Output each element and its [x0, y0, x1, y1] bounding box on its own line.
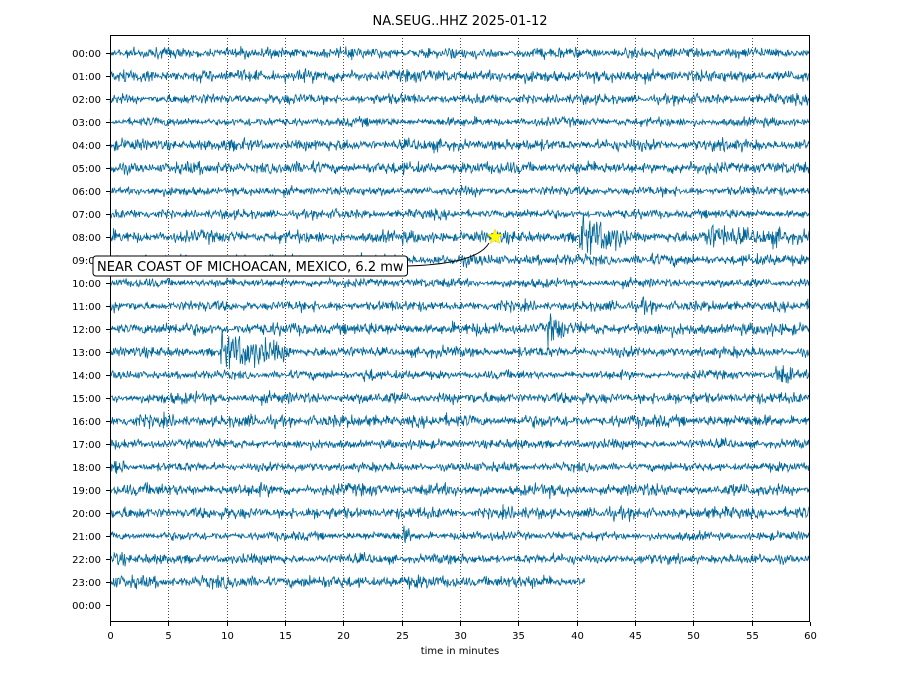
- plot-frame: [110, 35, 810, 622]
- y-tick-label: 13:00: [72, 348, 101, 359]
- trace-row: [109, 504, 810, 522]
- trace-row: [109, 68, 810, 85]
- y-tick-label: 09:00: [72, 256, 101, 267]
- y-axis-ticks: 00:00 01:00 02:00 03:00 04:00 05:00 06:00 07:00…: [72, 49, 110, 612]
- x-tick-label: 35: [512, 631, 525, 642]
- y-tick-label: 07:00: [72, 210, 101, 221]
- y-tick-label: 04:00: [72, 141, 101, 152]
- trace-row: [109, 551, 810, 567]
- y-tick-label: 16:00: [72, 417, 101, 428]
- x-tick-label: 5: [165, 631, 171, 642]
- event-connector: [407, 242, 490, 267]
- trace-row: [109, 137, 810, 154]
- trace-row: [109, 212, 810, 255]
- y-tick-label: 10:00: [72, 279, 101, 290]
- y-tick-label: 01:00: [72, 72, 101, 83]
- y-tick-label: 06:00: [72, 187, 101, 198]
- trace-row: [109, 390, 810, 406]
- y-tick-label: 08:00: [72, 233, 101, 244]
- trace-row: [109, 46, 810, 61]
- trace-row: [109, 460, 810, 474]
- x-tick-label: 20: [337, 631, 350, 642]
- trace-row: [109, 328, 810, 370]
- y-tick-label: 18:00: [72, 463, 101, 474]
- x-axis-label: time in minutes: [421, 646, 500, 657]
- trace-row: [109, 437, 810, 451]
- y-tick-label: 15:00: [72, 394, 101, 405]
- chart-title: NA.SEUG..HHZ 2025-01-12: [373, 14, 548, 29]
- trace-row: [109, 296, 810, 316]
- trace-row: [109, 411, 810, 430]
- trace-row: [109, 313, 810, 348]
- y-tick-label: 23:00: [72, 578, 101, 589]
- x-tick-label: 55: [746, 631, 759, 642]
- x-tick-label: 25: [396, 631, 409, 642]
- x-tick-label: 45: [629, 631, 642, 642]
- trace-row: [109, 115, 810, 128]
- x-tick-label: 50: [687, 631, 700, 642]
- x-tick-label: 0: [107, 631, 113, 642]
- x-tick-label: 30: [454, 631, 467, 642]
- y-tick-label: 14:00: [72, 371, 101, 382]
- trace-row: [109, 276, 810, 290]
- y-tick-label: 02:00: [72, 95, 101, 106]
- y-tick-label: 11:00: [72, 302, 101, 313]
- y-tick-label: 05:00: [72, 164, 101, 175]
- event-star-marker: [486, 228, 504, 245]
- y-tick-label: 21:00: [72, 532, 101, 543]
- trace-row: [109, 184, 810, 198]
- trace-row: [109, 525, 810, 543]
- y-tick-label: 19:00: [72, 486, 101, 497]
- y-tick-label: 20:00: [72, 509, 101, 520]
- x-axis-ticks: 0 5 10 15 20 25 30 35 40 45 50 55 60: [107, 622, 817, 642]
- y-tick-label: 17:00: [72, 440, 101, 451]
- x-tick-label: 40: [571, 631, 584, 642]
- y-tick-label: 00:00: [72, 49, 101, 60]
- trace-row: [109, 160, 810, 176]
- x-tick-label: 10: [221, 631, 234, 642]
- event-label: NEAR COAST OF MICHOACAN, MEXICO, 6.2 mw: [97, 260, 404, 275]
- x-tick-label: 15: [279, 631, 292, 642]
- y-tick-label: 22:00: [72, 555, 101, 566]
- event-annotation: NEAR COAST OF MICHOACAN, MEXICO, 6.2 mw: [92, 228, 504, 277]
- trace-row: [109, 92, 810, 107]
- trace-row: [109, 365, 810, 384]
- trace-row: [109, 574, 585, 590]
- trace-row: [109, 207, 810, 221]
- x-tick-label: 60: [804, 631, 817, 642]
- trace-row: [109, 481, 810, 500]
- seismic-traces: [109, 46, 810, 590]
- y-tick-label: 03:00: [72, 118, 101, 129]
- y-tick-label: 00:00: [72, 601, 101, 612]
- grid-lines: [168, 35, 753, 622]
- y-tick-label: 12:00: [72, 325, 101, 336]
